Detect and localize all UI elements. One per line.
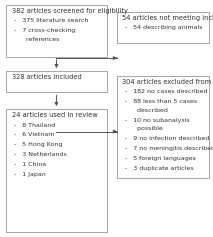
Text: -   6 Vietnam: - 6 Vietnam xyxy=(14,132,54,137)
Text: -   182 no cases described: - 182 no cases described xyxy=(125,89,207,94)
Text: 328 articles included: 328 articles included xyxy=(12,74,81,80)
Text: -   54 describing animals: - 54 describing animals xyxy=(125,25,202,30)
Text: -   375 literature search: - 375 literature search xyxy=(14,18,88,23)
Text: -   88 less than 5 cases: - 88 less than 5 cases xyxy=(125,99,197,104)
Text: -   7 no meningitis described: - 7 no meningitis described xyxy=(125,146,213,151)
Text: 382 articles screened for eligibility: 382 articles screened for eligibility xyxy=(12,8,128,14)
Text: -   5 foreign languages: - 5 foreign languages xyxy=(125,156,196,161)
Text: -   3 Netherlands: - 3 Netherlands xyxy=(14,152,67,157)
Bar xyxy=(6,5,106,57)
Text: 304 articles excluded from review: 304 articles excluded from review xyxy=(122,79,213,85)
Text: references: references xyxy=(14,37,59,42)
Text: 54 articles not meeting inclusion criteria: 54 articles not meeting inclusion criter… xyxy=(122,15,213,21)
Bar xyxy=(117,76,209,178)
Text: -   8 Thailand: - 8 Thailand xyxy=(14,123,55,128)
Text: -   1 China: - 1 China xyxy=(14,162,46,167)
Text: -   1 Japan: - 1 Japan xyxy=(14,172,46,177)
Text: -   9 no infection described: - 9 no infection described xyxy=(125,136,209,141)
Bar xyxy=(6,71,106,92)
Text: -   7 cross-checking: - 7 cross-checking xyxy=(14,28,75,33)
Bar xyxy=(6,109,106,232)
Text: -   5 Hong Kong: - 5 Hong Kong xyxy=(14,142,62,147)
Text: 24 articles used in review: 24 articles used in review xyxy=(12,112,97,118)
Text: -   10 no subanalysis: - 10 no subanalysis xyxy=(125,118,189,123)
Text: possible: possible xyxy=(125,126,162,131)
Bar xyxy=(117,12,209,43)
Text: -   3 duplicate articles: - 3 duplicate articles xyxy=(125,166,193,171)
Text: described: described xyxy=(125,108,167,113)
